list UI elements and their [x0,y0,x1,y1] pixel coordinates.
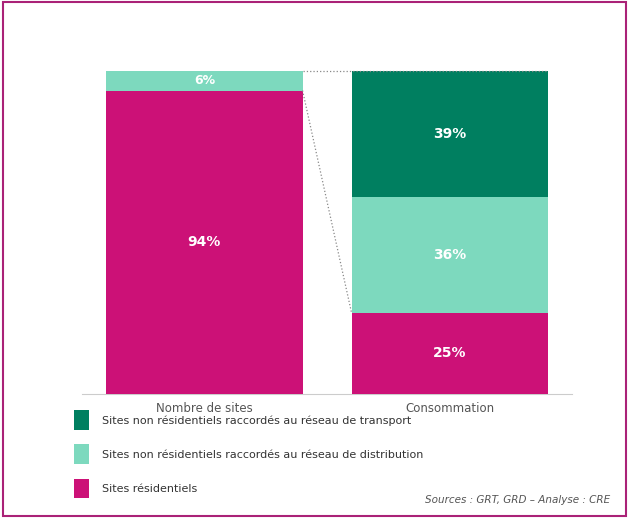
Text: Sites non résidentiels raccordés au réseau de distribution: Sites non résidentiels raccordés au rése… [102,450,423,460]
Bar [352,197,548,313]
Bar [352,71,548,197]
Text: Figure 27 : Typologie des sites en gaz naturel: Figure 27 : Typologie des sites en gaz n… [10,14,295,24]
Text: 36%: 36% [433,248,466,262]
Bar [74,444,89,464]
Text: 25%: 25% [433,347,467,361]
Text: Sites résidentiels: Sites résidentiels [102,484,197,494]
Text: Sources : GRT, GRD – Analyse : CRE: Sources : GRT, GRD – Analyse : CRE [425,495,610,505]
Bar [352,313,548,394]
Bar [74,479,89,498]
Text: Sites non résidentiels raccordés au réseau de transport: Sites non résidentiels raccordés au rése… [102,415,411,426]
Bar [74,410,89,430]
Bar [106,71,303,91]
Text: 6%: 6% [194,74,215,88]
Text: 94%: 94% [187,235,221,249]
Bar [106,91,303,394]
Text: 39%: 39% [433,127,466,141]
